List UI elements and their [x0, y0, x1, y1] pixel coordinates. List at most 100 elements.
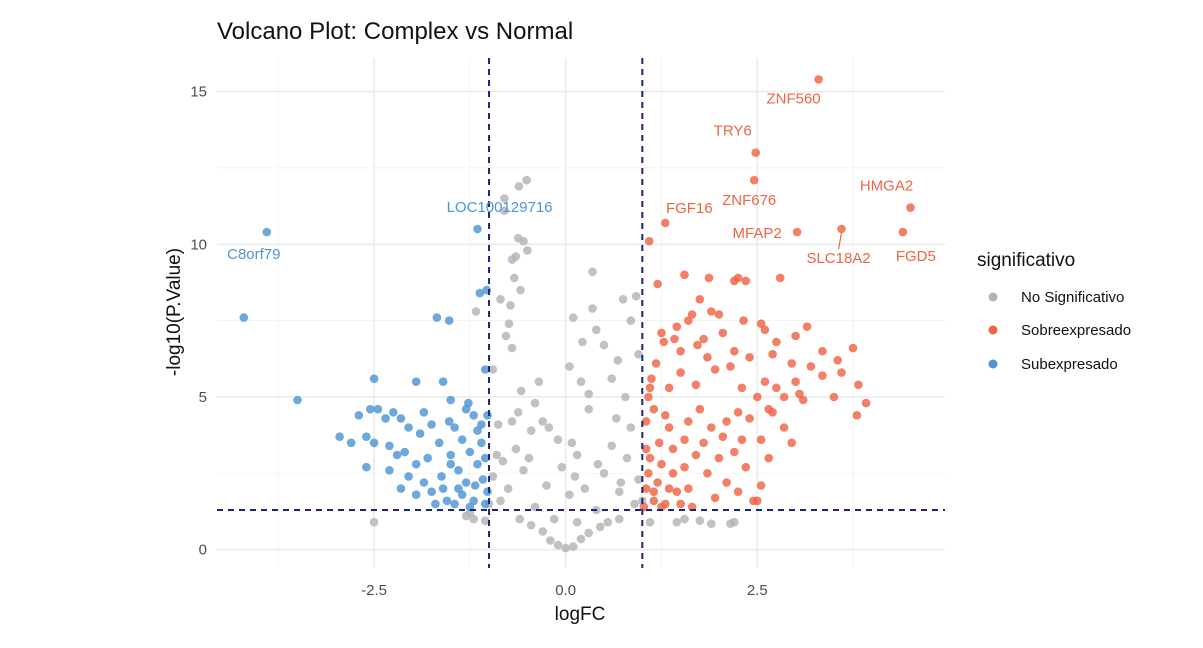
gene-label-znf676: ZNF676: [722, 192, 776, 209]
data-point: [906, 203, 915, 212]
data-point: [661, 218, 670, 228]
legend-item-subexpresado: Subexpresado: [988, 356, 1118, 373]
gene-label-slc18a2: SLC18A2: [806, 250, 870, 267]
data-point: [653, 478, 662, 487]
legend-label-no-significativo: No Significativo: [1021, 289, 1124, 306]
data-point: [710, 493, 720, 503]
data-point: [392, 450, 402, 460]
data-point: [691, 450, 701, 460]
y-tick-label: 10: [190, 236, 207, 253]
data-point: [477, 438, 486, 448]
data-point: [507, 417, 517, 426]
grid: [217, 58, 945, 568]
x-tick-label: 2.5: [747, 582, 768, 599]
data-point: [239, 313, 249, 322]
data-point: [664, 423, 674, 432]
data-point: [553, 435, 563, 445]
data-point: [366, 404, 375, 414]
data-point: [730, 447, 739, 457]
data-point: [584, 528, 593, 538]
data-point: [434, 438, 444, 448]
data-point: [432, 313, 442, 322]
data-point: [457, 435, 467, 445]
data-point: [829, 392, 839, 402]
data-point: [676, 346, 685, 356]
data-point: [741, 462, 751, 472]
data-point: [898, 227, 908, 237]
data-point: [680, 270, 689, 280]
data-point: [730, 276, 739, 286]
data-point: [699, 334, 708, 344]
data-point: [612, 414, 621, 423]
data-point: [396, 414, 406, 423]
data-point: [634, 475, 643, 484]
data-point: [442, 496, 452, 506]
data-point: [806, 362, 816, 371]
x-axis-title: logFC: [555, 604, 606, 625]
data-point: [480, 365, 490, 374]
legend-item-no-significativo: No Significativo: [988, 289, 1124, 306]
y-tick-label: 15: [190, 84, 207, 101]
data-point: [404, 423, 413, 432]
data-point: [626, 316, 636, 325]
data-point: [595, 522, 605, 532]
data-point: [584, 404, 593, 414]
data-point: [549, 514, 559, 524]
data-point: [779, 423, 789, 432]
data-point: [607, 374, 616, 384]
data-point: [373, 404, 383, 414]
data-point: [599, 340, 609, 350]
data-point: [546, 536, 555, 545]
data-point: [672, 487, 682, 497]
data-point: [647, 374, 656, 384]
data-point: [751, 148, 760, 157]
data-point: [618, 295, 628, 304]
data-point: [335, 432, 344, 442]
data-point: [480, 453, 490, 463]
data-point: [523, 246, 532, 255]
data-point: [454, 484, 463, 493]
gene-label-leader: [837, 232, 843, 250]
data-point: [362, 462, 371, 472]
data-point: [760, 377, 770, 387]
data-point: [680, 514, 689, 524]
data-point: [411, 459, 421, 469]
data-point: [760, 325, 770, 335]
data-point: [772, 337, 781, 347]
data-point: [423, 453, 433, 463]
data-point: [584, 389, 593, 399]
data-point: [369, 374, 379, 384]
data-point: [695, 516, 705, 525]
data-point: [580, 484, 590, 493]
data-point: [553, 540, 563, 550]
data-point: [634, 349, 643, 359]
data-point: [756, 481, 766, 490]
data-point: [753, 392, 762, 402]
data-point: [691, 380, 701, 390]
data-point: [791, 377, 800, 387]
data-point: [664, 383, 674, 393]
data-point: [473, 224, 482, 234]
data-point: [603, 517, 613, 527]
y-tick-label: 0: [199, 542, 207, 559]
data-point: [431, 499, 440, 509]
data-point: [787, 359, 796, 368]
data-point: [427, 420, 436, 429]
data-point: [578, 337, 587, 347]
data-point: [607, 441, 616, 451]
data-point: [645, 517, 655, 527]
data-point: [504, 319, 514, 329]
data-point: [538, 417, 547, 426]
data-point: [506, 301, 515, 310]
data-point: [659, 337, 669, 347]
data-point: [567, 438, 577, 448]
data-point: [657, 328, 666, 338]
data-point: [695, 295, 705, 304]
data-point: [593, 459, 603, 469]
data-point: [513, 408, 523, 417]
data-point: [561, 543, 570, 553]
gene-labels: ZNF560 TRY6 ZNF676 HMGA2 FGF16 MFAP2 FGD5 SLC18…: [227, 90, 936, 267]
data-point: [569, 542, 578, 551]
data-point: [511, 444, 521, 454]
data-point: [396, 484, 406, 493]
